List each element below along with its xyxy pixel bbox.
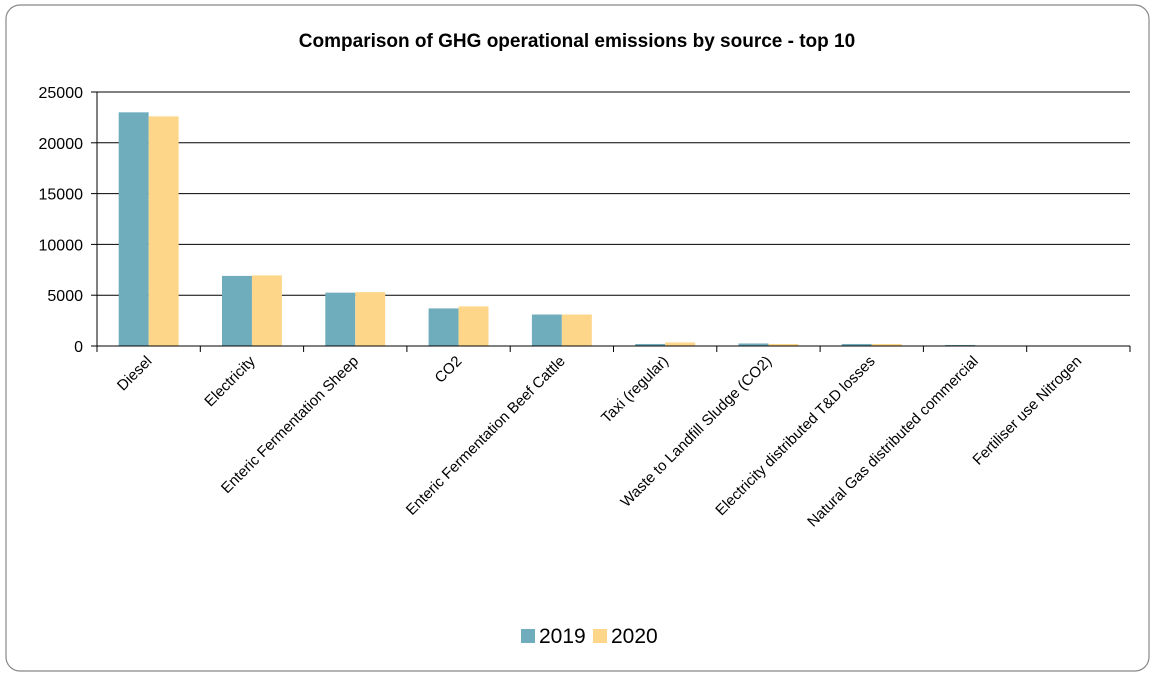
bar bbox=[871, 343, 902, 346]
bar bbox=[251, 275, 282, 346]
bar bbox=[428, 308, 459, 346]
bar bbox=[665, 342, 696, 346]
y-tick-label: 15000 bbox=[39, 187, 84, 204]
y-tick-label: 0 bbox=[74, 339, 83, 356]
bar bbox=[148, 116, 179, 346]
bar bbox=[945, 344, 976, 346]
legend-label: 2019 bbox=[539, 625, 586, 648]
bar bbox=[531, 314, 562, 346]
bar bbox=[325, 292, 356, 346]
bar bbox=[768, 343, 799, 346]
y-tick-label: 5000 bbox=[47, 288, 83, 305]
chart-title: Comparison of GHG operational emissions … bbox=[299, 31, 855, 52]
bar bbox=[458, 306, 489, 346]
legend-label: 2020 bbox=[611, 625, 658, 648]
y-tick-label: 20000 bbox=[39, 136, 84, 153]
y-tick-label: 10000 bbox=[39, 237, 84, 254]
bar bbox=[635, 343, 666, 346]
bar bbox=[561, 314, 592, 346]
bar bbox=[355, 292, 386, 346]
legend-swatch bbox=[521, 629, 535, 643]
bar bbox=[738, 343, 769, 346]
y-tick-label: 25000 bbox=[39, 85, 84, 102]
bar bbox=[118, 112, 149, 346]
bar bbox=[841, 343, 872, 346]
legend-swatch bbox=[593, 629, 607, 643]
bar bbox=[221, 275, 252, 346]
